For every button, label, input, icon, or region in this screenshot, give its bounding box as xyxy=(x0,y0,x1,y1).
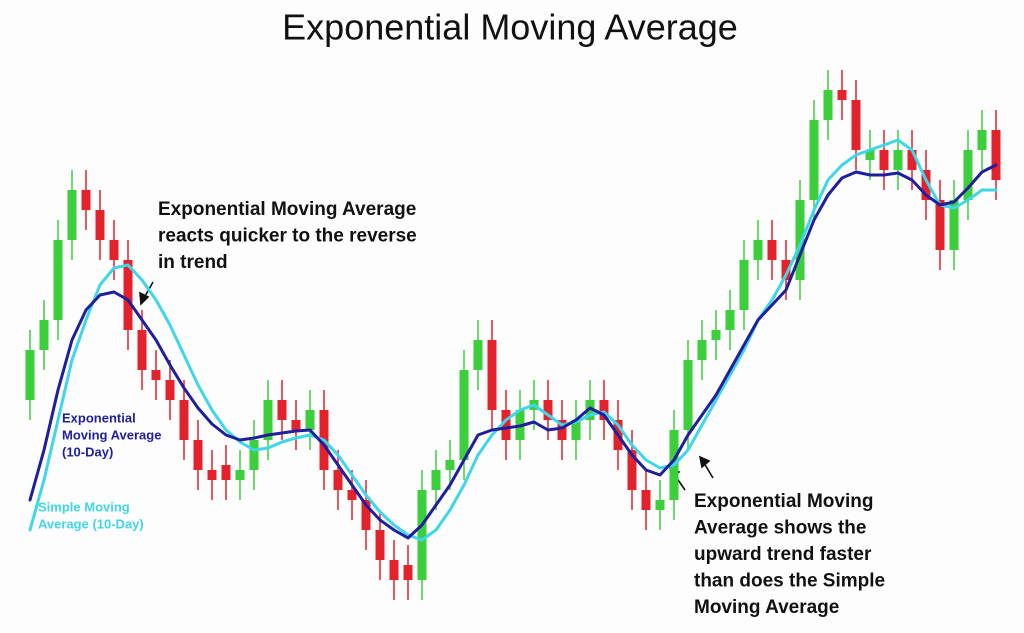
annotation: Average shows the xyxy=(694,518,866,539)
candle-body xyxy=(543,400,553,420)
candle-body xyxy=(823,90,833,120)
series-label: Exponential xyxy=(62,410,136,425)
candle-body xyxy=(683,360,693,430)
candle-body xyxy=(893,150,903,170)
candle-body xyxy=(585,400,595,420)
candle-body xyxy=(347,490,357,500)
candle-body xyxy=(417,490,427,580)
candle-body xyxy=(305,410,315,430)
candle-body xyxy=(403,565,413,580)
candle-body xyxy=(907,150,917,170)
candle-body xyxy=(137,330,147,370)
candle-body xyxy=(711,330,721,340)
candle-body xyxy=(361,500,371,530)
candle-body xyxy=(375,530,385,560)
candle-body xyxy=(501,410,511,440)
candle-body xyxy=(249,440,259,470)
candle-body xyxy=(53,240,63,320)
candle-body xyxy=(165,380,175,400)
candle-body xyxy=(67,190,77,240)
candle-body xyxy=(963,150,973,200)
annotation: reacts quicker to the reverse xyxy=(158,226,417,247)
candle-body xyxy=(291,420,301,430)
candle-body xyxy=(865,150,875,160)
candle-body xyxy=(487,340,497,410)
candle-body xyxy=(389,560,399,580)
arrow-head xyxy=(698,455,711,469)
candle-body xyxy=(81,190,91,210)
annotation: in trend xyxy=(158,252,228,273)
candle-body xyxy=(95,210,105,240)
candle-body xyxy=(949,200,959,250)
candle-body xyxy=(641,490,651,510)
arrow-head xyxy=(139,291,150,306)
annotation: Exponential Moving Average xyxy=(158,199,416,220)
candle-body xyxy=(851,100,861,150)
candle-body xyxy=(235,470,245,480)
candle-body xyxy=(151,370,161,380)
candle-body xyxy=(123,260,133,330)
candle-body xyxy=(991,130,1001,180)
candle-body xyxy=(725,310,735,330)
candle-body xyxy=(431,470,441,490)
annotation: upward trend faster xyxy=(694,544,872,565)
moving-average-line xyxy=(28,163,998,540)
series-label: Simple Moving xyxy=(38,499,130,514)
chart-title: Exponential Moving Average xyxy=(282,7,738,48)
candle-body xyxy=(935,200,945,250)
arrow xyxy=(703,462,714,479)
candle-body xyxy=(193,440,203,470)
candle-body xyxy=(473,340,483,370)
candle-body xyxy=(571,420,581,440)
candle-body xyxy=(459,370,469,460)
candle-body xyxy=(221,465,231,480)
candle-body xyxy=(781,260,791,280)
candle-body xyxy=(25,350,35,400)
candle-body xyxy=(809,120,819,200)
annotation: Moving Average xyxy=(694,597,839,618)
series-label: (10-Day) xyxy=(62,444,113,459)
series-label: Moving Average xyxy=(62,427,161,442)
series-label: Average (10-Day) xyxy=(38,516,144,531)
candle-body xyxy=(277,400,287,420)
candle-body xyxy=(655,500,665,510)
candle-body xyxy=(921,170,931,200)
candle-body xyxy=(837,90,847,100)
candle-body xyxy=(179,400,189,440)
moving-average-line xyxy=(28,138,998,542)
candle-body xyxy=(795,200,805,280)
candle-body xyxy=(627,450,637,490)
candle-body xyxy=(109,240,119,260)
candle-body xyxy=(879,150,889,170)
candle-body xyxy=(599,400,609,420)
candle-body xyxy=(557,420,567,440)
annotation: Exponential Moving xyxy=(694,491,873,512)
candle-body xyxy=(767,240,777,260)
candle-body xyxy=(445,460,455,470)
candle-body xyxy=(207,470,217,480)
candle-body xyxy=(739,260,749,310)
candle-body xyxy=(977,130,987,150)
candle-body xyxy=(263,400,273,440)
annotation: than does the Simple xyxy=(694,571,885,592)
candle-body xyxy=(697,340,707,360)
candle-body xyxy=(39,320,49,350)
candle-body xyxy=(753,240,763,260)
candle-body xyxy=(333,470,343,490)
